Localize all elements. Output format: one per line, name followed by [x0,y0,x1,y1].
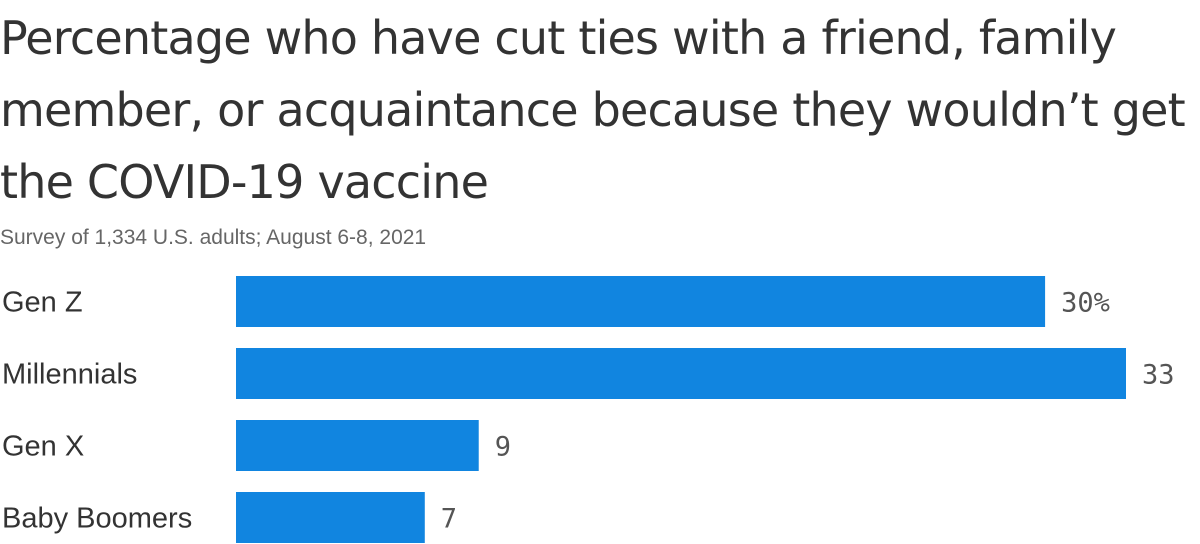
category-label-gen-x: Gen X [2,431,84,463]
category-label-baby-boomers: Baby Boomers [2,503,192,535]
value-label-gen-z: 30% [1061,288,1110,319]
category-label-millennials: Millennials [2,359,137,391]
value-label-millennials: 33 [1142,360,1175,391]
chart-subtitle: Survey of 1,334 U.S. adults; August 6-8,… [0,226,427,249]
bar-millennials [236,348,1126,399]
bar-chart: Gen Z 30% Millennials 33 Gen X 9 Baby Boomers 7 [0,270,1200,544]
bar-baby-boomers [236,492,425,543]
category-label-gen-z: Gen Z [2,287,83,319]
bar-gen-x [236,420,479,471]
value-label-gen-x: 9 [495,432,511,463]
bar-gen-z [236,276,1046,327]
chart-title: Percentage who have cut ties with a frie… [0,11,1186,209]
bar-chart-svg: Gen Z 30% Millennials 33 Gen X 9 Baby Boomers 7 [2,276,1175,543]
value-label-baby-boomers: 7 [441,504,457,535]
